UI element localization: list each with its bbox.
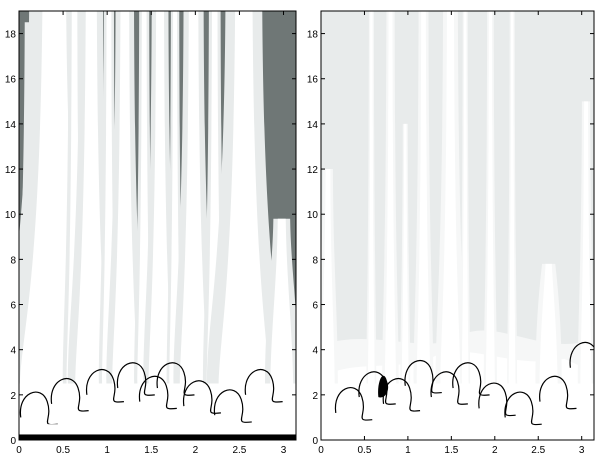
- plume-core: [384, 11, 397, 384]
- right-panel: 0 0.5 1 1.5 2 2.5 3 0 2 4 6 8 10 12 14 16 18: [307, 10, 595, 456]
- y-tick-label: 6: [10, 301, 16, 312]
- swirl-filament: [19, 391, 58, 426]
- dark-vortex-core: [378, 375, 389, 398]
- plume-core: [440, 11, 461, 384]
- left-panel: 0 0.5 1 1.5 2 2.5 3 0 2 4 6 8 10 12 14 16 18: [5, 10, 297, 456]
- swirl-filament: [213, 389, 252, 423]
- plume-core: [539, 263, 558, 384]
- plume-core: [75, 11, 108, 384]
- x-tick-label: 2: [492, 445, 498, 456]
- x-tick-label: 2: [193, 445, 199, 456]
- x-tick-label: 0.5: [56, 445, 70, 456]
- x-tick-label: 2.5: [232, 445, 246, 456]
- plume-core: [112, 11, 138, 384]
- plume-core: [218, 11, 270, 384]
- plume-core: [368, 11, 375, 384]
- axes-frame: [18, 10, 297, 441]
- swirl-filament: [244, 368, 283, 403]
- swirl-filament: [334, 387, 373, 421]
- swirl-filament: [116, 362, 155, 396]
- y-tick-label: 10: [5, 210, 17, 221]
- x-tick-label: 1: [104, 445, 110, 456]
- plume-core: [461, 11, 469, 384]
- x-tick-label: 0.5: [357, 445, 371, 456]
- y-tick-label: 4: [10, 346, 16, 357]
- y-tick-label: 18: [307, 30, 319, 41]
- swirl-filament: [478, 382, 516, 417]
- y-tick-label: 4: [312, 346, 318, 357]
- swirl-filament: [569, 341, 594, 368]
- plume-core: [179, 11, 208, 384]
- plume-core: [148, 11, 172, 384]
- x-tick-label: 1: [405, 445, 411, 456]
- bottom-white-strip: [19, 424, 296, 435]
- y-tick-label: 16: [5, 75, 17, 86]
- y-tick-label: 0: [312, 436, 318, 447]
- plot-area: [321, 11, 594, 440]
- y-tick-label: 2: [10, 391, 16, 402]
- y-tick-label: 2: [312, 391, 318, 402]
- y-tick-label: 0: [10, 436, 16, 447]
- x-tick-label: 0: [16, 445, 22, 456]
- swirl-filament: [430, 371, 468, 405]
- y-tick-label: 14: [307, 120, 319, 131]
- x-tick-label: 2.5: [531, 445, 545, 456]
- y-tick-label: 18: [5, 30, 17, 41]
- x-tick-label: 3: [281, 445, 287, 456]
- bottom-boundary-layer: [19, 434, 296, 440]
- swirl-filament: [86, 368, 124, 403]
- swirl-filament: [138, 375, 177, 410]
- y-tick-label: 14: [5, 120, 17, 131]
- y-tick-label: 6: [312, 301, 318, 312]
- swirl-filament: [539, 375, 577, 410]
- plume-core: [485, 11, 495, 384]
- y-tick-label: 12: [5, 165, 17, 176]
- plume-core: [416, 11, 431, 384]
- swirl-filament: [183, 380, 221, 414]
- plot-area: [19, 11, 296, 440]
- plume-core: [580, 101, 592, 384]
- plume-core: [508, 11, 516, 384]
- swirl-filament: [50, 378, 89, 412]
- plume-core: [270, 218, 294, 384]
- y-tick-label: 12: [307, 165, 319, 176]
- plume-core: [321, 169, 335, 384]
- y-tick-label: 16: [307, 75, 319, 86]
- x-tick-label: 0: [318, 445, 324, 456]
- y-tick-label: 10: [307, 210, 319, 221]
- x-tick-label: 1.5: [444, 445, 458, 456]
- x-tick-label: 3: [579, 445, 585, 456]
- y-tick-label: 8: [312, 255, 318, 266]
- swirl-filament: [404, 359, 442, 394]
- y-tick-label: 8: [10, 255, 16, 266]
- axes-frame: [320, 10, 595, 441]
- swirl-filament: [504, 391, 542, 426]
- x-tick-label: 1.5: [144, 445, 158, 456]
- plume-core: [401, 123, 409, 384]
